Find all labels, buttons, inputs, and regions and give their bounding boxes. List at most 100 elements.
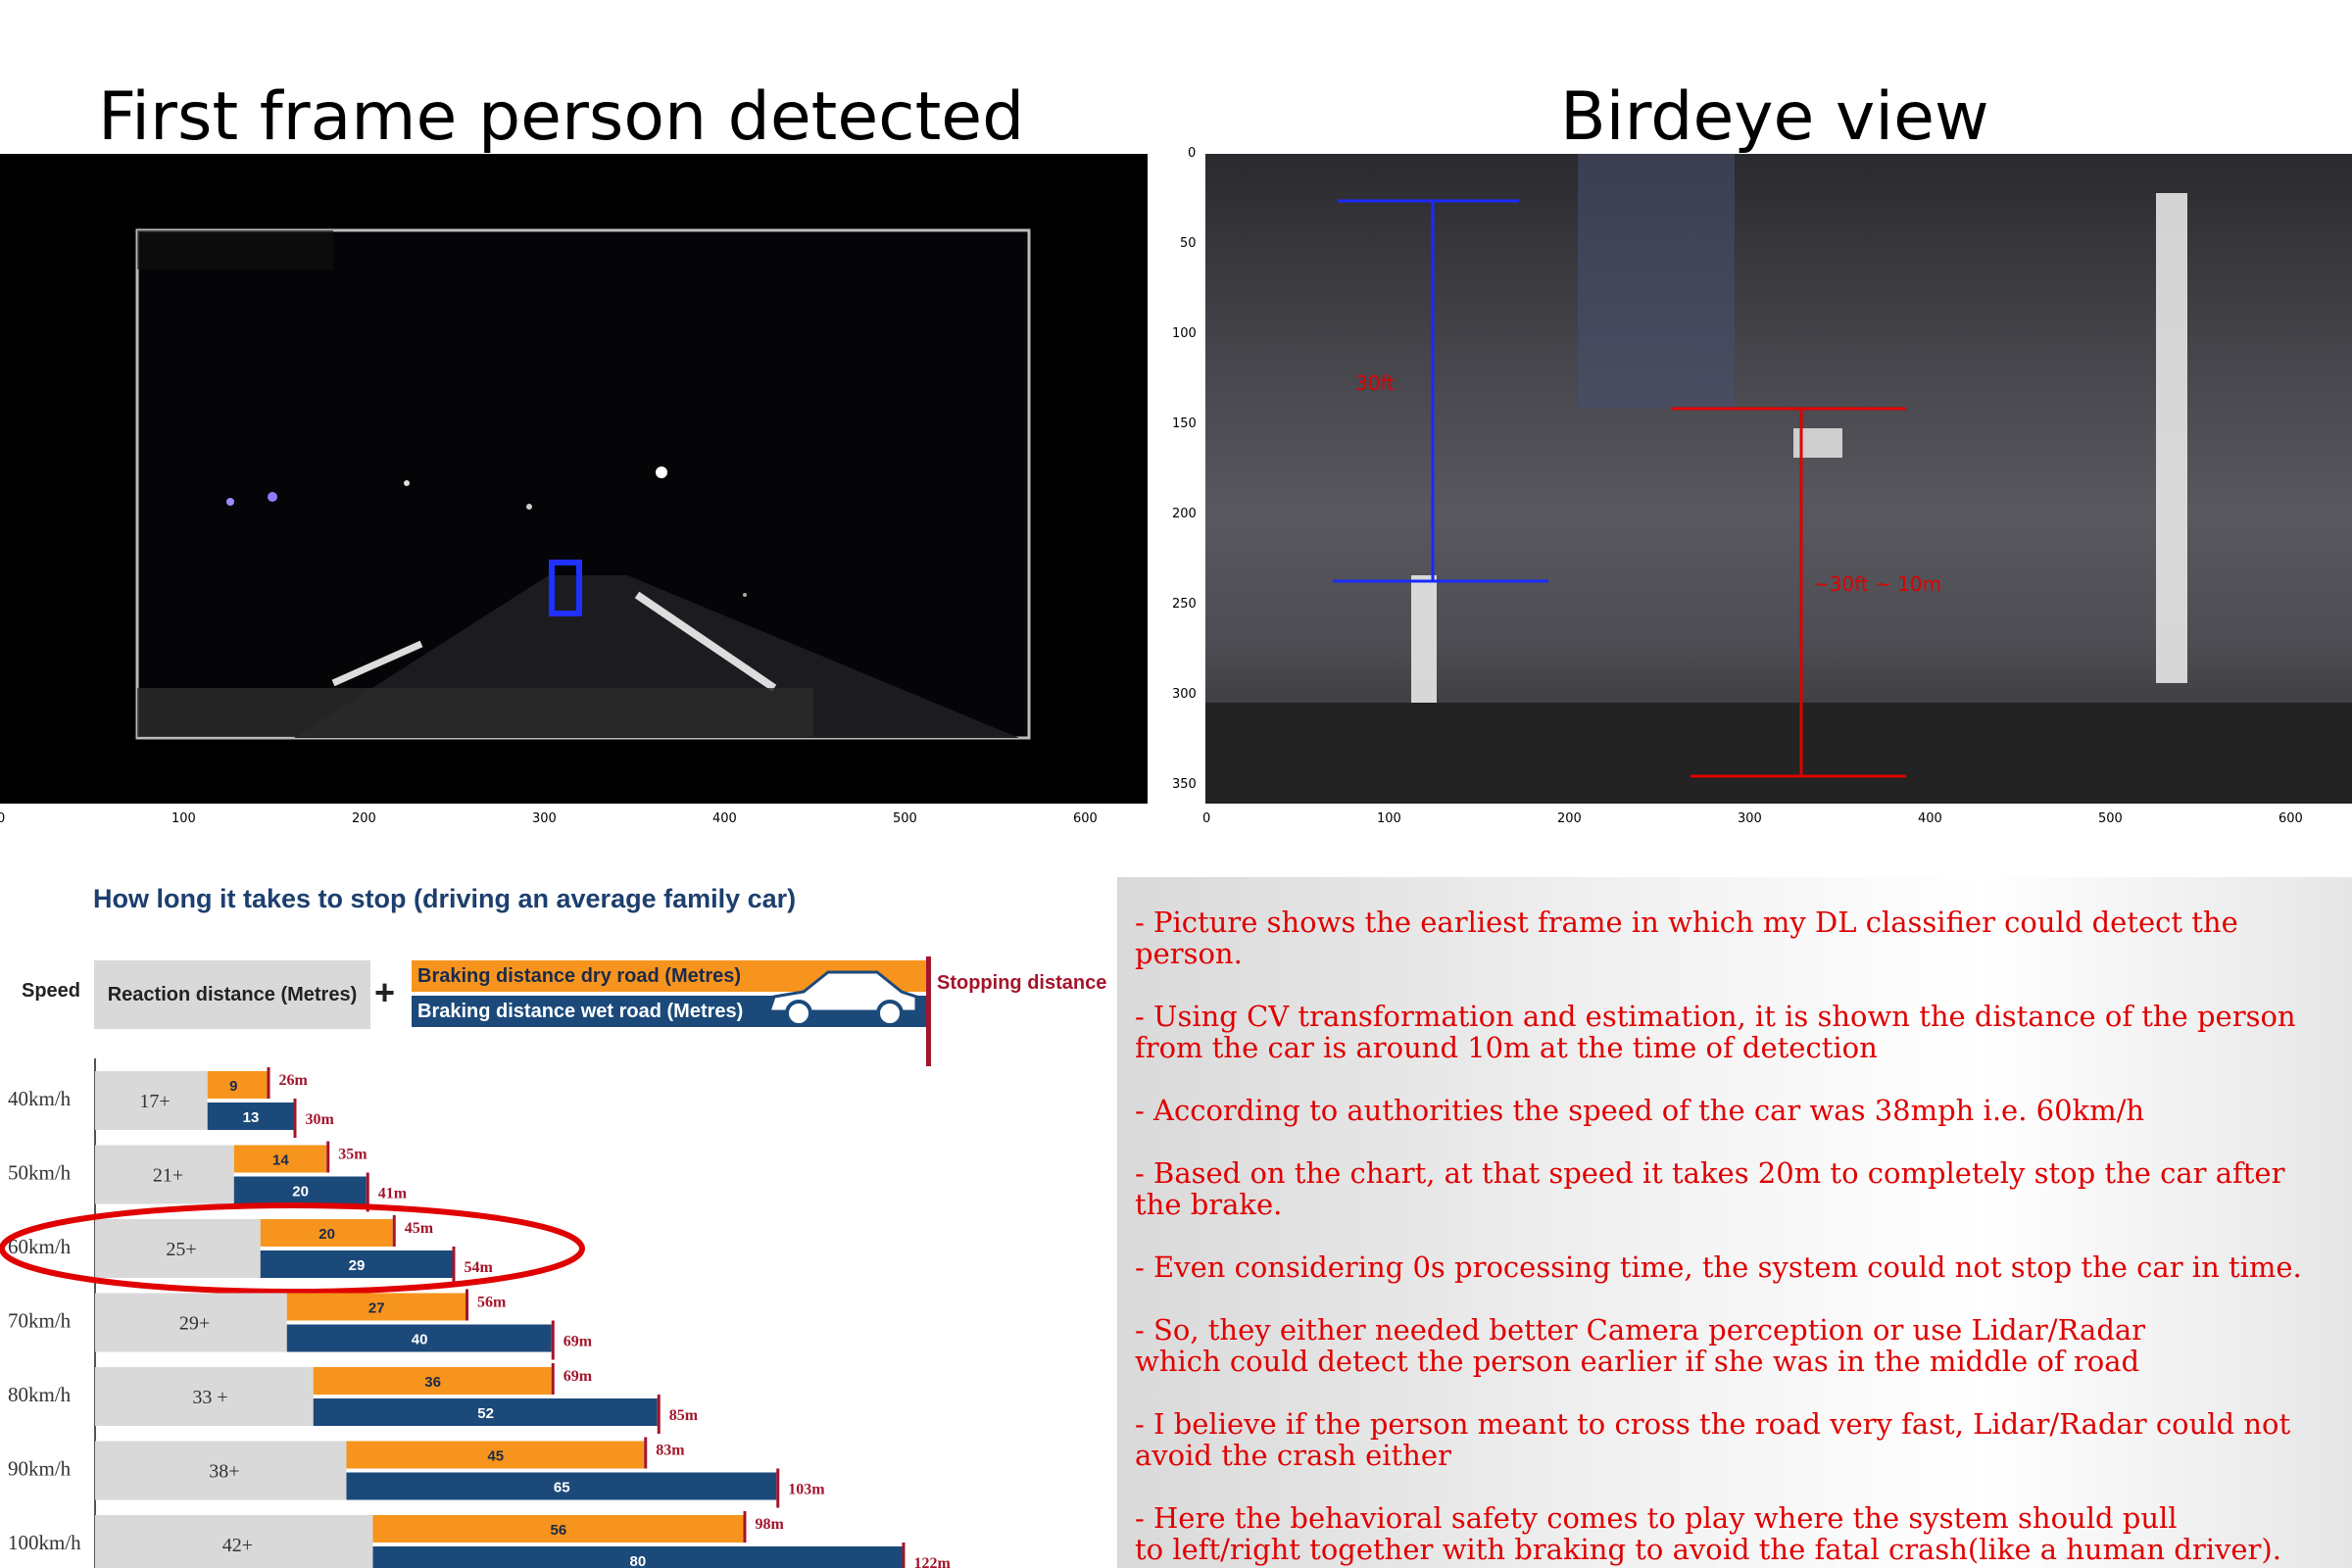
- wet-bar: [313, 1398, 658, 1426]
- wet-value: 20: [292, 1184, 309, 1200]
- reaction-label: 21+: [153, 1165, 183, 1187]
- dry-stop-mark: [392, 1215, 396, 1247]
- frame-x-tick: 500: [893, 811, 917, 826]
- stopping-distance-chart: How long it takes to stop (driving an av…: [0, 862, 1117, 1568]
- red-measurement-label: ~30ft ~ 10m: [1813, 572, 1942, 596]
- legend-plus: +: [374, 972, 396, 1012]
- reaction-label: 25+: [166, 1239, 196, 1260]
- speed-label: 80km/h: [8, 1383, 72, 1406]
- dry-stop-mark: [743, 1511, 747, 1543]
- reaction-label: 17+: [139, 1091, 170, 1112]
- reaction-bar: [95, 1367, 314, 1426]
- note-7: - I believe if the person meant to cross…: [1135, 1407, 2291, 1472]
- speed-label: 40km/h: [8, 1087, 72, 1110]
- birdeye-y-tick: 300: [1172, 687, 1197, 702]
- dry-stop-label: 83m: [656, 1443, 685, 1459]
- wet-value: 40: [412, 1332, 428, 1348]
- dashcam-frame-image: [0, 154, 1148, 804]
- dry-bar: [346, 1441, 645, 1469]
- dry-bar: [286, 1293, 466, 1321]
- reaction-label: 38+: [209, 1461, 239, 1483]
- wet-stop-label: 103m: [788, 1482, 825, 1498]
- notes-panel: - Picture shows the earliest frame in wh…: [1117, 877, 2352, 1568]
- dry-bar: [207, 1071, 268, 1099]
- birdeye-y-tick: 100: [1172, 326, 1197, 341]
- wet-value: 80: [630, 1553, 647, 1568]
- wet-stop-mark: [366, 1172, 369, 1212]
- wet-stop-label: 69m: [564, 1334, 593, 1350]
- speed-label: 90km/h: [8, 1457, 72, 1481]
- note-6: - So, they either needed better Camera p…: [1135, 1313, 2146, 1378]
- wet-bar: [233, 1176, 367, 1204]
- wet-stop-mark: [776, 1468, 780, 1508]
- notes-list: - Picture shows the earliest frame in wh…: [1117, 906, 2332, 1568]
- stopping-bars: 40km/h 17+ 9 26m 13 30m 50km/h 21+ 14 35m 20 41m 60k…: [0, 1058, 952, 1568]
- note-8: - Here the behavioral safety comes to pl…: [1135, 1501, 2281, 1568]
- speed-label: 70km/h: [8, 1309, 72, 1333]
- reaction-bar: [95, 1071, 208, 1130]
- dry-stop-label: 98m: [756, 1516, 785, 1533]
- birdeye-x-tick: 0: [1202, 811, 1211, 826]
- dry-stop-label: 35m: [338, 1147, 368, 1163]
- wet-stop-mark: [902, 1543, 906, 1568]
- wet-bar: [260, 1250, 453, 1278]
- reaction-label: 42+: [222, 1535, 253, 1556]
- birdeye-y-tick: 0: [1188, 146, 1197, 161]
- reaction-label: 33 +: [192, 1387, 227, 1408]
- dry-stop-label: 69m: [564, 1368, 593, 1385]
- dry-stop-label: 56m: [477, 1295, 507, 1311]
- car-icon: [766, 970, 918, 1027]
- frame-x-tick: 100: [172, 811, 196, 826]
- blue-measurement-label: 30ft: [1355, 371, 1395, 395]
- chart-title: How long it takes to stop (driving an av…: [93, 884, 797, 913]
- wet-value: 65: [554, 1480, 570, 1496]
- dry-stop-mark: [466, 1289, 468, 1321]
- speed-label: 50km/h: [8, 1161, 72, 1185]
- reaction-bar: [95, 1293, 287, 1352]
- highlight-ellipse: [0, 1202, 585, 1295]
- dry-value: 27: [368, 1300, 385, 1317]
- wet-stop-label: 122m: [914, 1555, 952, 1568]
- dry-bar: [260, 1219, 393, 1247]
- wet-stop-label: 54m: [465, 1259, 494, 1276]
- wet-stop-mark: [293, 1099, 297, 1138]
- note-5: - Even considering 0s processing time, t…: [1135, 1250, 2302, 1284]
- frame-x-tick: 600: [1073, 811, 1098, 826]
- wet-stop-mark: [452, 1247, 456, 1286]
- dry-bar: [313, 1367, 552, 1395]
- wet-bar: [286, 1324, 552, 1352]
- reaction-bar: [95, 1515, 373, 1568]
- dry-stop-label: 26m: [279, 1072, 309, 1089]
- wet-value: 52: [477, 1405, 494, 1422]
- frame-title: First frame person detected: [98, 78, 1025, 156]
- frame-x-tick: 0: [0, 811, 6, 826]
- birdeye-y-tick: 50: [1180, 236, 1197, 251]
- speed-label: 100km/h: [8, 1531, 81, 1554]
- wet-bar: [372, 1546, 903, 1568]
- wet-stop-mark: [657, 1395, 661, 1434]
- birdeye-y-tick: 200: [1172, 507, 1197, 521]
- dry-bar: [233, 1145, 327, 1173]
- reaction-bar: [95, 1441, 347, 1500]
- reaction-label: 29+: [179, 1313, 210, 1335]
- wet-stop-label: 85m: [669, 1407, 699, 1424]
- birdeye-image: 30ft ~30ft ~ 10m: [1205, 154, 2352, 804]
- note-4: - Based on the chart, at that speed it t…: [1135, 1156, 2285, 1221]
- frame-x-tick: 400: [712, 811, 737, 826]
- note-1: - Picture shows the earliest frame in wh…: [1135, 906, 2238, 970]
- dry-value: 56: [551, 1522, 567, 1539]
- dry-value: 9: [229, 1078, 237, 1095]
- dry-value: 45: [487, 1448, 504, 1465]
- birdeye-x-tick: 500: [2098, 811, 2123, 826]
- note-3: - According to authorities the speed of …: [1135, 1094, 2145, 1127]
- dry-value: 36: [424, 1374, 441, 1391]
- wet-bar: [207, 1102, 294, 1130]
- wet-stop-mark: [551, 1320, 555, 1360]
- dry-bar: [372, 1515, 744, 1543]
- dry-stop-mark: [644, 1437, 648, 1469]
- speed-label: 60km/h: [8, 1235, 72, 1258]
- reaction-bar: [95, 1145, 234, 1204]
- legend-stopping: Stopping distance: [937, 972, 1107, 994]
- birdeye-x-tick: 200: [1557, 811, 1582, 826]
- reaction-bar: [95, 1219, 261, 1278]
